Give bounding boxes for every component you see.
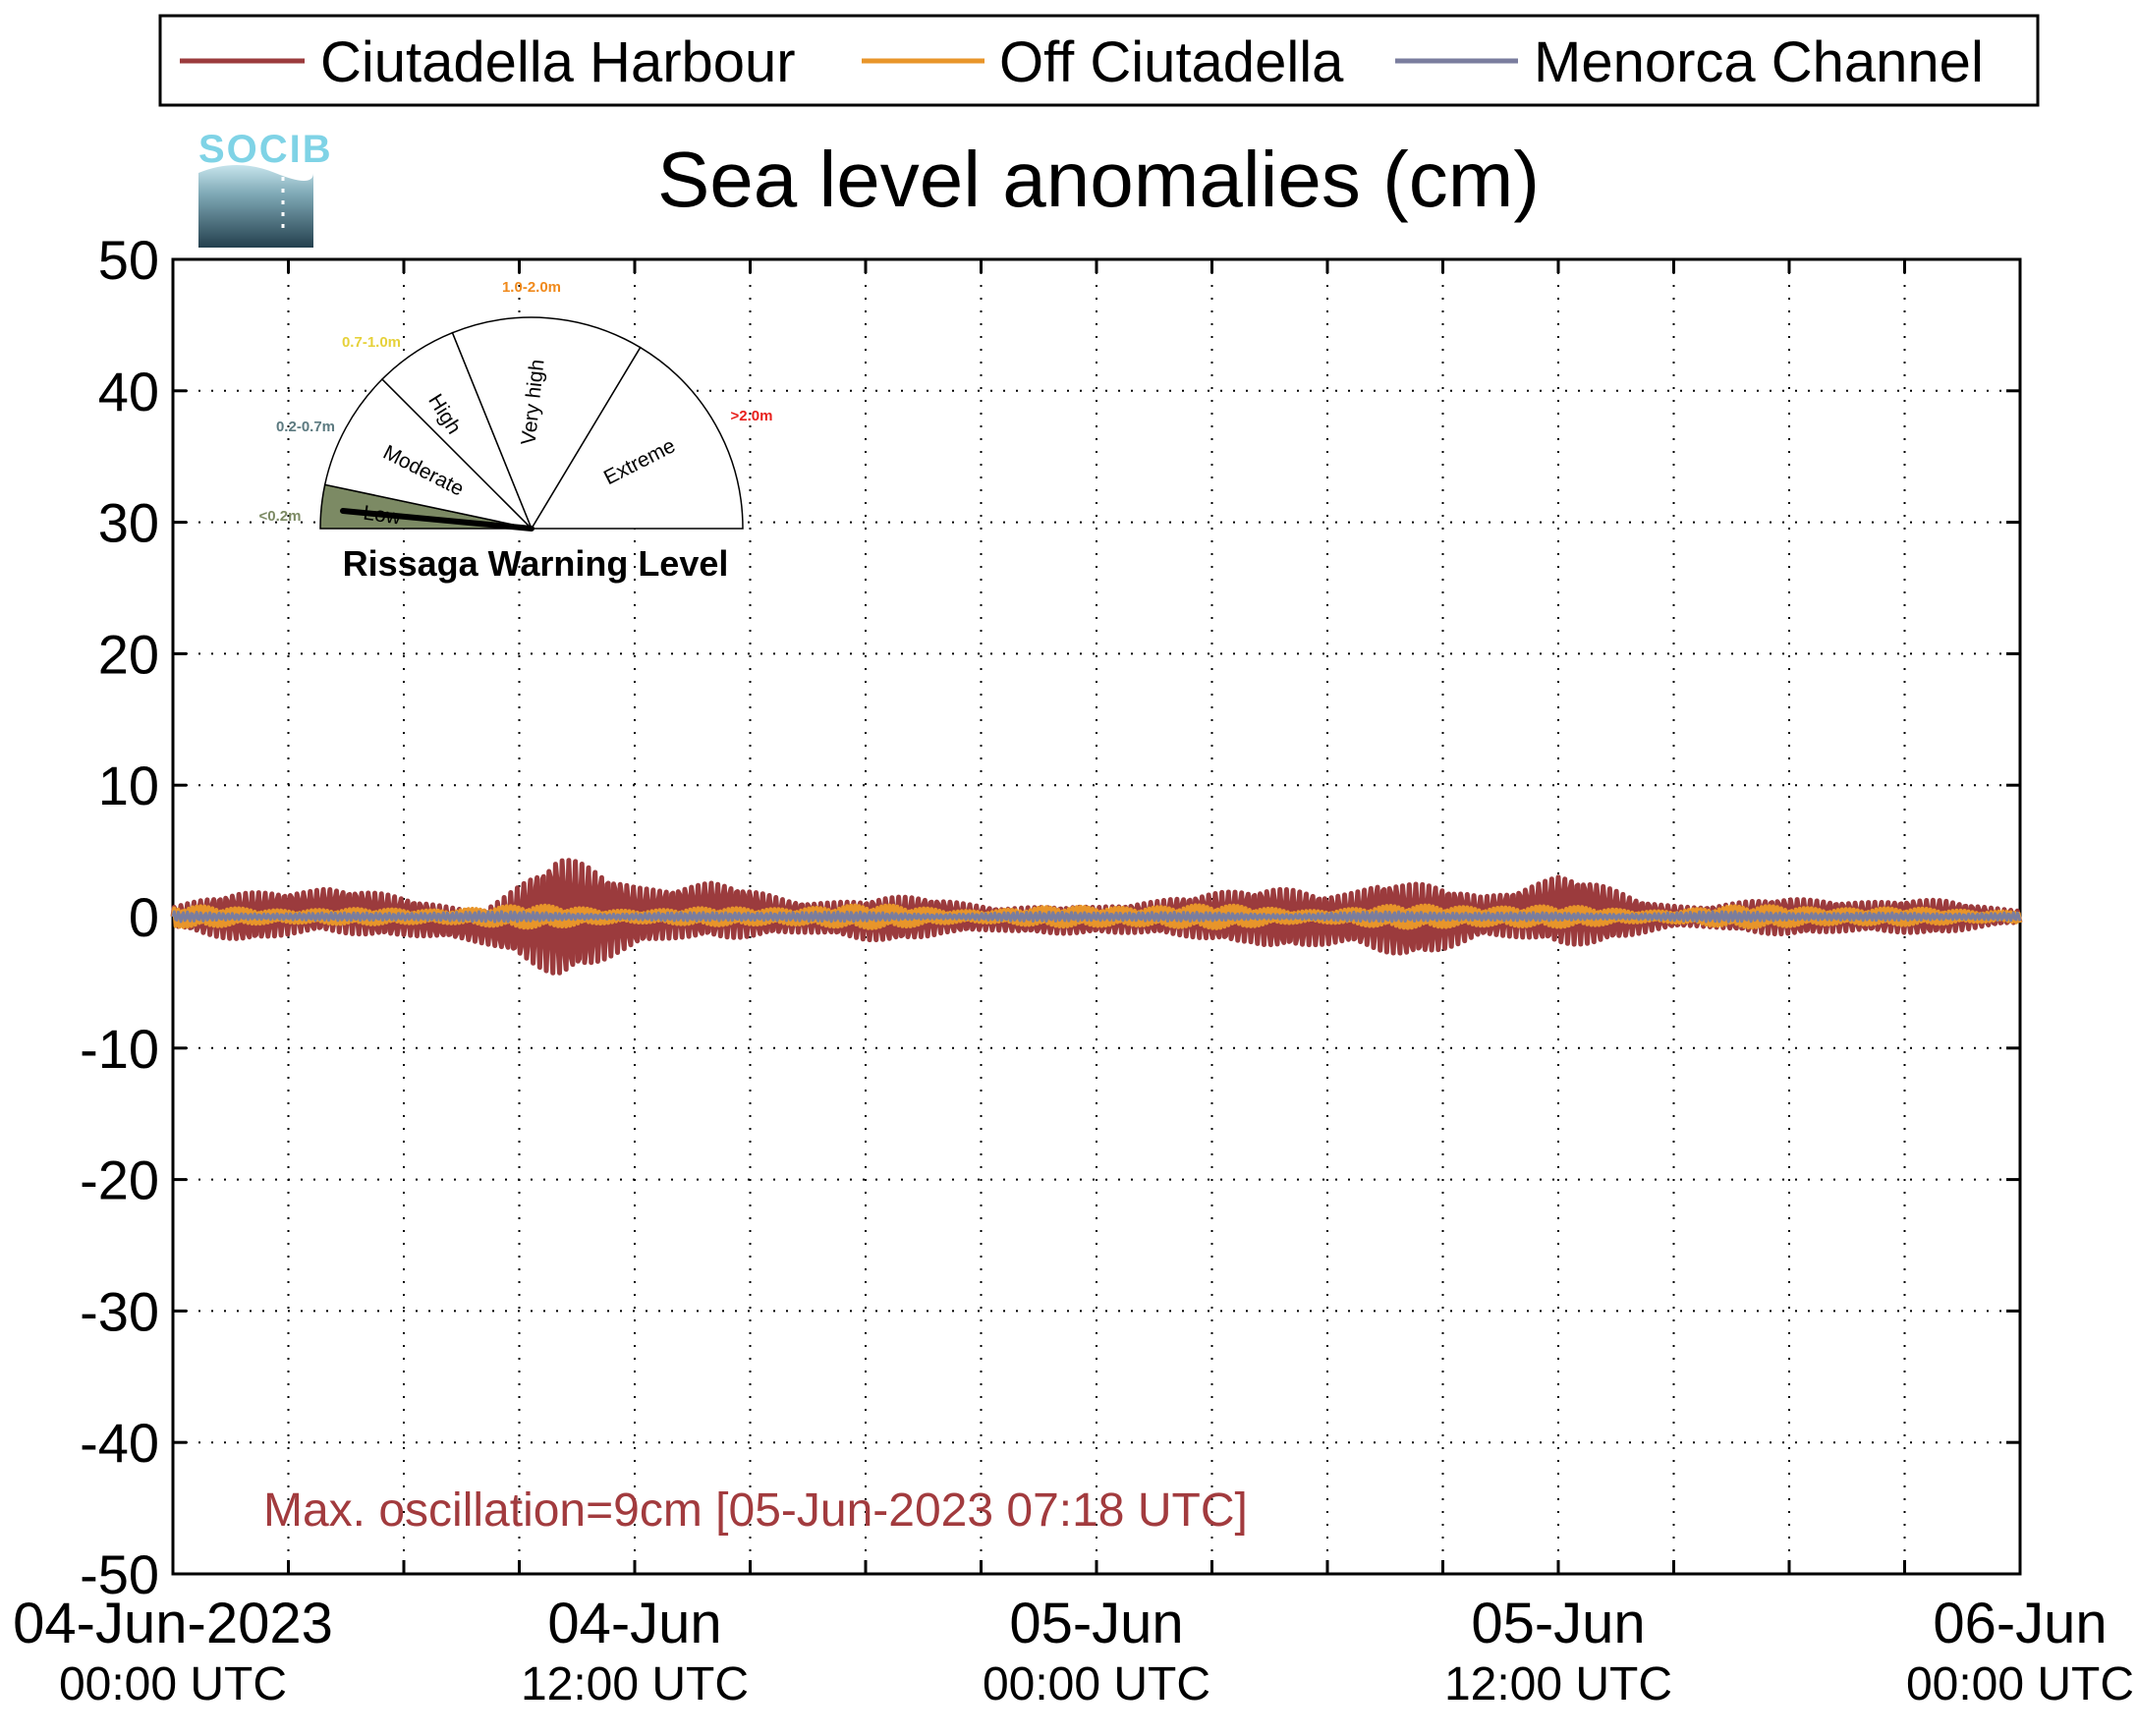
socib-logo: SOCIB bbox=[198, 128, 333, 248]
y-tick-label: -40 bbox=[80, 1412, 159, 1474]
x-tick-time-label: 12:00 UTC bbox=[1444, 1658, 1672, 1710]
series-layer bbox=[170, 858, 2023, 976]
gauge-sector-moderate bbox=[323, 377, 534, 531]
y-tick-label: 40 bbox=[98, 361, 159, 422]
y-tick-label: 0 bbox=[129, 886, 159, 948]
y-tick-label: 20 bbox=[98, 623, 159, 685]
y-tick-label: 10 bbox=[98, 755, 159, 816]
x-tick-date-label: 05-Jun bbox=[1471, 1592, 1645, 1655]
x-tick-time-label: 00:00 UTC bbox=[59, 1658, 287, 1710]
legend: Ciutadella Harbour Off Ciutadella Menorc… bbox=[158, 14, 2040, 107]
gauge-title: Rissaga Warning Level bbox=[343, 543, 729, 584]
logo-wave bbox=[198, 165, 313, 248]
x-tick-time-label: 00:00 UTC bbox=[1906, 1658, 2134, 1710]
gauge-needle bbox=[340, 508, 534, 532]
y-tick-label: 50 bbox=[98, 229, 159, 291]
x-tick-date-label: 06-Jun bbox=[1933, 1592, 2107, 1655]
gauge-range-label: 0.2-0.7m bbox=[276, 419, 335, 435]
gauge-sector-very-high bbox=[451, 316, 642, 531]
y-axis: 50 40 30 20 10 0 -10 -20 -30 -40 -50 bbox=[80, 229, 2020, 1605]
legend-label-ciutadella-harbour: Ciutadella Harbour bbox=[320, 30, 796, 94]
x-tick-date-label: 04-Jun-2023 bbox=[13, 1592, 333, 1655]
x-tick-date-label: 04-Jun bbox=[547, 1592, 721, 1655]
x-tick-time-label: 12:00 UTC bbox=[521, 1658, 749, 1710]
x-tick-date-label: 05-Jun bbox=[1009, 1592, 1183, 1655]
x-tick-time-label: 00:00 UTC bbox=[983, 1658, 1210, 1710]
y-tick-label: 30 bbox=[98, 492, 159, 554]
legend-box bbox=[158, 14, 2040, 107]
max-oscillation-annotation: Max. oscillation=9cm [05-Jun-2023 07:18 … bbox=[263, 1484, 1248, 1537]
gauge-range-label: <0.2m bbox=[259, 508, 302, 525]
y-tick-label: -10 bbox=[80, 1018, 159, 1080]
y-tick-label: -30 bbox=[80, 1280, 159, 1342]
gauge-range-label: 1.0-2.0m bbox=[502, 279, 561, 296]
gauge-sector-extreme bbox=[530, 346, 744, 530]
series-line-menorca-channel bbox=[171, 910, 2022, 924]
gauge-range-label: 0.7-1.0m bbox=[342, 334, 401, 351]
legend-label-off-ciutadella: Off Ciutadella bbox=[999, 30, 1344, 94]
legend-label-menorca-channel: Menorca Channel bbox=[1534, 30, 1984, 94]
y-tick-label: -50 bbox=[80, 1543, 159, 1605]
logo-text: SOCIB bbox=[198, 128, 333, 171]
gauge-range-label: >2.0m bbox=[731, 408, 773, 424]
y-tick-label: -20 bbox=[80, 1149, 159, 1211]
rissaga-warning-gauge: Low<0.2mModerate0.2-0.7mHigh0.7-1.0mVery… bbox=[259, 279, 773, 584]
chart-title: Sea level anomalies (cm) bbox=[657, 136, 1540, 223]
